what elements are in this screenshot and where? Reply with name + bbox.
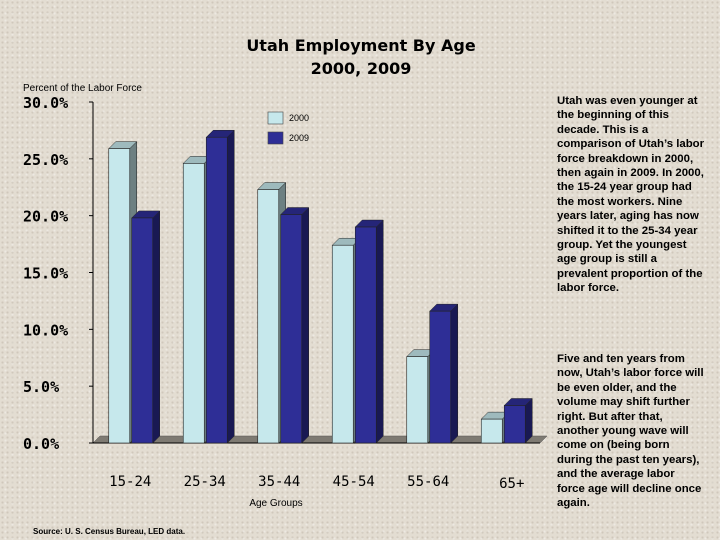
x-tick-label: 65+ [499, 476, 524, 492]
chart-floor [92, 435, 548, 444]
y-tick-label: 30.0% [23, 94, 68, 112]
bar-side-2009-15-24 [152, 210, 160, 444]
bar-side-2009-45-54 [376, 219, 384, 444]
y-axis-title: Percent of the Labor Force [23, 83, 142, 94]
y-tick-label: 20.0% [23, 208, 68, 226]
bar-2009-45-54 [354, 226, 377, 444]
commentary-paragraph-1: Utah was even younger at the beginning o… [557, 95, 705, 295]
y-tick-label: 15.0% [23, 265, 68, 283]
bar-2000-25-34 [182, 163, 205, 444]
bar-2009-65+ [503, 405, 526, 444]
x-tick-label: 25-34 [184, 474, 226, 490]
bar-2000-45-54 [331, 244, 354, 444]
bar-2000-55-64 [406, 356, 429, 444]
bar-2009-35-44 [280, 214, 303, 444]
bar-2009-15-24 [131, 217, 154, 444]
bar-side-2009-65+ [525, 397, 533, 444]
bar-2000-65+ [480, 418, 503, 444]
y-tick-label: 25.0% [23, 151, 68, 169]
legend-label-2000: 2000 [289, 113, 309, 123]
y-tick-label: 0.0% [23, 435, 59, 453]
bar-side-2009-35-44 [301, 206, 309, 444]
chart-title-line-1: Utah Employment By Age [246, 36, 476, 55]
y-tick-label: 10.0% [23, 321, 68, 339]
source-note: Source: U. S. Census Bureau, LED data. [33, 527, 185, 536]
y-tick-label: 5.0% [23, 378, 59, 396]
chart-title-line-2: 2000, 2009 [311, 59, 412, 78]
x-tick-label: 45-54 [333, 474, 375, 490]
x-tick-label: 15-24 [109, 474, 151, 490]
legend-swatch-2009 [267, 131, 284, 145]
x-tick-label: 55-64 [407, 474, 449, 490]
bar-side-2009-55-64 [450, 303, 458, 444]
bar-2009-25-34 [205, 136, 228, 444]
legend-label-2009: 2009 [289, 133, 309, 143]
commentary-paragraph-2: Five and ten years from now, Utah’s labo… [557, 353, 704, 510]
bar-2000-15-24 [108, 148, 131, 444]
x-tick-label: 35-44 [258, 474, 300, 490]
bar-2000-35-44 [257, 189, 280, 444]
x-axis-title: Age Groups [249, 498, 302, 509]
bar-2009-55-64 [429, 310, 452, 444]
bar-side-2009-25-34 [227, 129, 235, 444]
legend-swatch-2000 [267, 111, 284, 125]
